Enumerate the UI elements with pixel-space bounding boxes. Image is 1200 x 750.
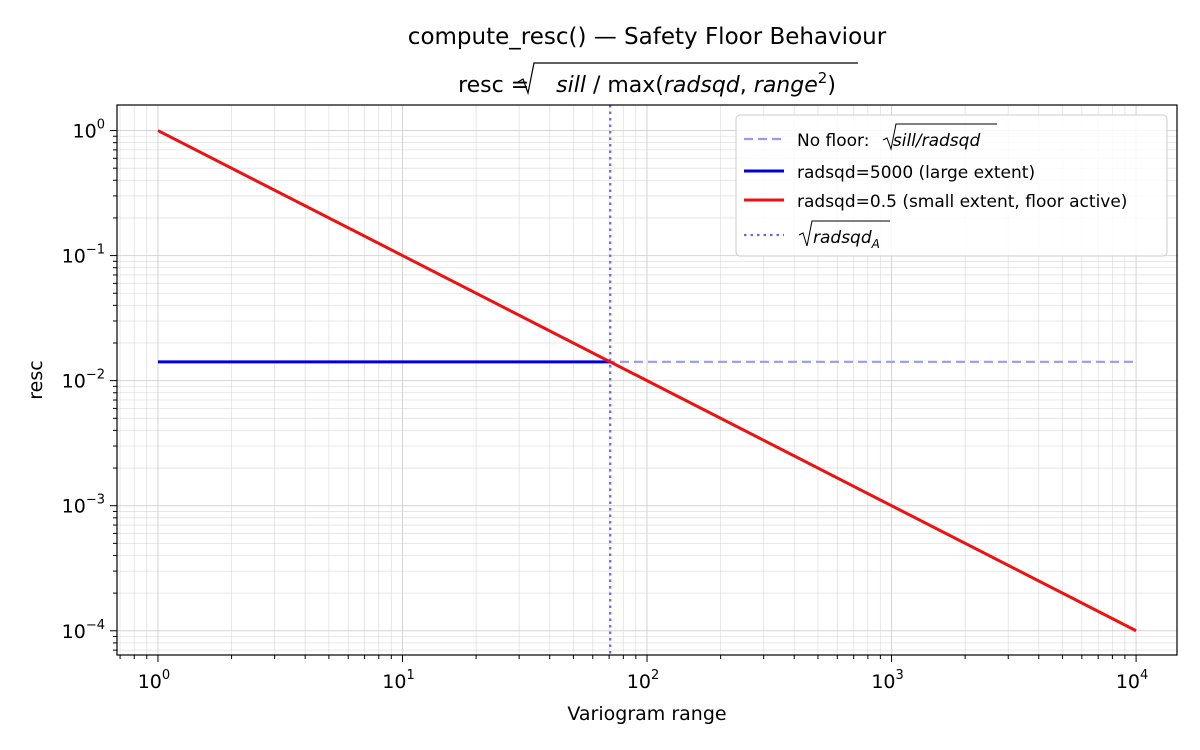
x-tick-label: 102 <box>627 668 659 693</box>
y-tick-label: 10−1 <box>62 243 105 268</box>
x-tick-label: 101 <box>382 668 414 693</box>
chart-formula: resc = sill / max(radsqd, range2) <box>458 62 858 98</box>
y-tick-label: 100 <box>73 118 105 143</box>
y-axis-label: resc <box>25 360 47 399</box>
series-small-extent-line <box>157 129 1137 633</box>
legend-entry-no-floor: No floor: sill/radsqd <box>744 123 997 151</box>
svg-text:radsqdA: radsqdA <box>813 228 880 251</box>
svg-text:resc = sill / max(radsqd, rang: resc = sill / max(radsqd, range2) <box>458 69 836 98</box>
formula-root-sign <box>517 62 858 96</box>
svg-text:radsqd=5000 (large extent): radsqd=5000 (large extent) <box>797 163 1035 183</box>
legend-root-sign-2 <box>798 220 890 247</box>
axis-ticks: 100 101 102 103 104 100 10−1 10−2 10−3 10−4 <box>62 118 1149 693</box>
y-tick-label: 10−4 <box>62 618 105 643</box>
legend: No floor: sill/radsqd radsqd=5000 (large… <box>735 114 1168 257</box>
svg-text:radsqd=0.5 (small extent, floo: radsqd=0.5 (small extent, floor active) <box>797 192 1127 212</box>
y-tick-label: 10−3 <box>62 493 105 518</box>
legend-entry-vline: radsqdA <box>744 220 890 251</box>
x-tick-label: 104 <box>1116 668 1148 693</box>
legend-entry-large-extent: radsqd=5000 (large extent) <box>744 163 1035 183</box>
chart-title: compute_resc() — Safety Floor Behaviour <box>408 24 887 50</box>
y-tick-label: 10−2 <box>62 368 105 393</box>
legend-root-sign-1 <box>882 123 997 151</box>
series-layer <box>157 105 1137 655</box>
x-axis-label: Variogram range <box>567 703 726 725</box>
svg-text:No floor: sill/radsqd: No floor: sill/radsqd <box>797 131 980 151</box>
x-tick-label: 100 <box>138 668 170 693</box>
x-tick-label: 103 <box>871 668 903 693</box>
legend-entry-small-extent: radsqd=0.5 (small extent, floor active) <box>744 192 1127 212</box>
